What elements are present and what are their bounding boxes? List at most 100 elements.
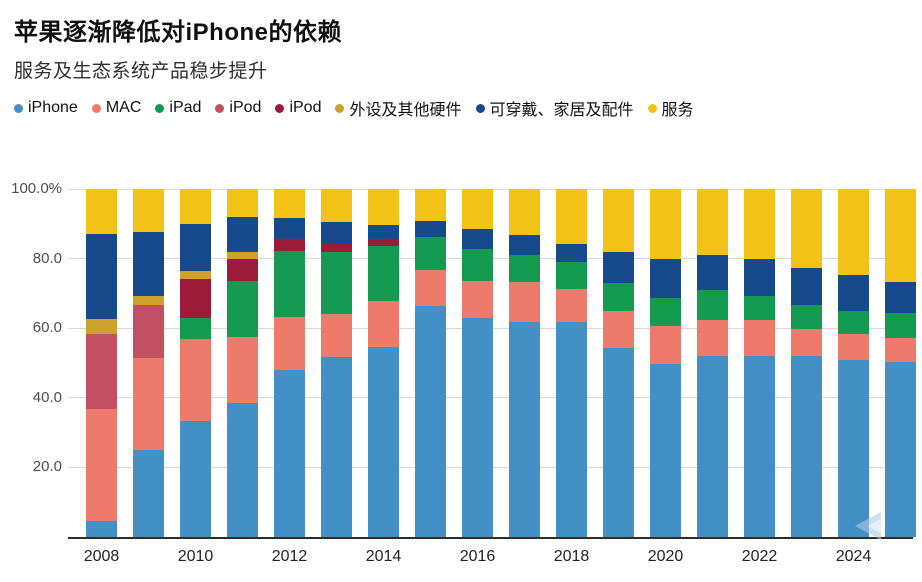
bar-segment: [744, 356, 775, 537]
bar-segment: [86, 318, 117, 335]
bar-segment: [415, 236, 446, 271]
bar-segment: [415, 189, 446, 222]
legend-item-label: iPod: [229, 99, 262, 116]
bar-segment: [133, 295, 164, 305]
bar-segment: [133, 450, 164, 537]
bar-segment: [321, 252, 352, 314]
bar-column: [838, 189, 869, 537]
bar-segment: [227, 403, 258, 537]
bar-segment: [462, 318, 493, 537]
legend-item-label: iPhone: [28, 99, 78, 116]
bar-segment: [368, 300, 399, 348]
bar-segment: [368, 347, 399, 537]
bar-column: [227, 189, 258, 537]
bar-segment: [885, 312, 916, 338]
bar-segment: [180, 224, 211, 271]
legend-dot-icon: [215, 103, 225, 113]
legend-item: iPad: [155, 99, 201, 117]
bar-segment: [133, 232, 164, 296]
bar-segment: [180, 318, 211, 339]
bar-segment: [180, 421, 211, 537]
legend-item: MAC: [91, 99, 142, 117]
bar-segment: [86, 408, 117, 522]
legend-item-label: MAC: [105, 99, 142, 116]
bar-segment: [791, 304, 822, 329]
bar-segment: [603, 189, 634, 252]
bar-segment: [509, 254, 540, 283]
y-axis-label: 60.0: [32, 319, 62, 337]
y-axis-label: 20.0: [32, 458, 62, 476]
bar-segment: [885, 337, 916, 362]
bar-segment: [744, 295, 775, 321]
chart-subtitle: 服务及生态系统产品稳步提升: [14, 61, 268, 82]
legend-item-label: iPad: [169, 99, 202, 116]
bar-segment: [227, 336, 258, 404]
bar-column: [274, 189, 305, 537]
bar-segment: [791, 328, 822, 357]
bar-segment: [556, 288, 587, 322]
bar-segment: [650, 326, 681, 365]
chart-legend: iPhone MAC iPad iPod iPod 外设及其他硬件 可穿戴、家居及配件 服务: [14, 96, 918, 120]
bar-segment: [697, 356, 728, 537]
bar-segment: [556, 262, 587, 289]
bar-segment: [321, 243, 352, 252]
y-axis-label: 80.0: [32, 249, 62, 267]
bar-segment: [509, 282, 540, 322]
bar-segment: [180, 338, 211, 422]
bar-segment: [415, 221, 446, 237]
bar-segment: [274, 250, 305, 318]
legend-dot-icon: [14, 103, 23, 113]
x-axis-label: 2020: [647, 548, 684, 565]
bar-column: [133, 189, 164, 537]
bar-segment: [650, 297, 681, 327]
bar-segment: [885, 361, 916, 537]
legend-item-label: iPod: [289, 99, 322, 116]
x-axis-label: 2014: [365, 548, 402, 565]
x-axis-label: 2022: [741, 548, 778, 565]
bar-segment: [556, 243, 587, 263]
bar-segment: [86, 334, 117, 409]
x-axis-label: 2008: [83, 548, 120, 565]
x-axis-label: 2010: [177, 548, 214, 565]
legend-item: iPod: [215, 99, 261, 117]
bar-column: [603, 189, 634, 537]
bar-segment: [838, 189, 869, 275]
bar-segment: [838, 359, 869, 537]
bar-column: [697, 189, 728, 537]
legend-item-label: 服务: [661, 102, 694, 119]
bar-segment: [133, 304, 164, 358]
bar-column: [368, 189, 399, 537]
bar-segment: [86, 521, 117, 537]
bar-segment: [321, 313, 352, 357]
bar-segment: [603, 252, 634, 283]
legend-dot-icon: [475, 103, 485, 113]
bar-column: [650, 189, 681, 537]
bar-segment: [509, 234, 540, 255]
bar-segment: [697, 320, 728, 357]
bar-segment: [86, 189, 117, 235]
bar-column: [509, 189, 540, 537]
bar-column: [791, 189, 822, 537]
bar-segment: [744, 258, 775, 296]
bar-segment: [227, 252, 258, 259]
bar-segment: [274, 238, 305, 251]
legend-item: iPod: [275, 99, 321, 117]
bar-segment: [462, 229, 493, 249]
bar-segment: [697, 289, 728, 321]
bar-segment: [321, 356, 352, 537]
bar-segment: [415, 270, 446, 306]
bar-segment: [603, 348, 634, 537]
bar-segment: [462, 248, 493, 281]
legend-dot-icon: [155, 103, 165, 113]
bar-segment: [368, 246, 399, 301]
bar-segment: [227, 189, 258, 217]
x-axis-label: 2024: [835, 548, 872, 565]
bar-segment: [321, 221, 352, 244]
x-axis-label: 2012: [271, 548, 308, 565]
bar-segment: [180, 278, 211, 319]
x-axis-line: [68, 537, 913, 539]
bar-segment: [86, 234, 117, 319]
legend-dot-icon: [647, 103, 657, 113]
bar-segment: [885, 189, 916, 282]
